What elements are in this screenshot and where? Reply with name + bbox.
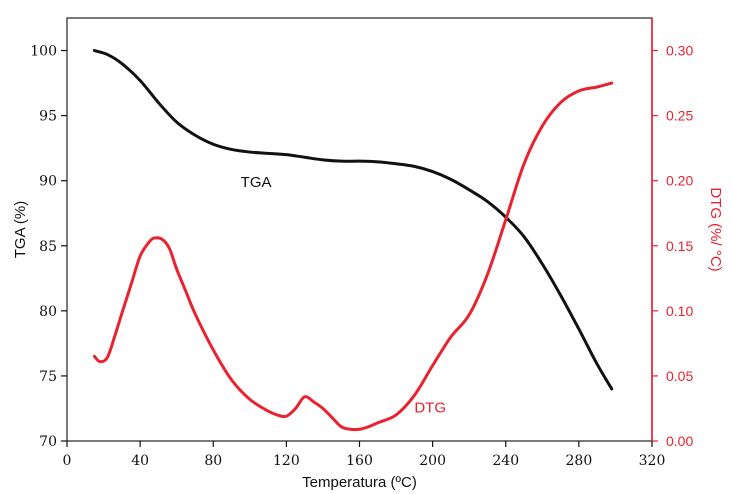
dtg-series-line	[92, 81, 614, 432]
x-axis-title: Temperatura (ºC)	[302, 474, 417, 491]
dtg-series-label: DTG	[414, 399, 446, 416]
left-tick-label: 80	[39, 304, 57, 320]
y-right-axis-title: DTG (%/ °C)	[707, 187, 724, 271]
bottom-tick-label: 160	[346, 453, 373, 469]
right-axis-ticks: 0.00 0.05 0.10 0.15 0.20 0.25 0.30	[652, 43, 693, 449]
y-left-axis-title: TGA (%)	[12, 201, 29, 259]
left-tick-label: 90	[39, 174, 57, 190]
bottom-tick-label: 40	[131, 453, 149, 469]
bottom-tick-label: 0	[63, 453, 72, 469]
series-labels: TGA DTG	[241, 174, 446, 416]
left-axis-ticks: 70 75 80 85 90 95 100	[30, 44, 67, 450]
bottom-axis-ticks: 0 40 80 120 160 200 240 280 320	[63, 441, 666, 469]
right-tick-label: 0.15	[666, 238, 693, 254]
left-tick-label: 100	[30, 44, 57, 60]
tga-series-label: TGA	[241, 174, 272, 191]
plot-frame	[66, 17, 653, 442]
bottom-tick-label: 320	[639, 453, 666, 469]
tga-series-line	[92, 49, 614, 391]
right-tick-label: 0.00	[666, 433, 693, 449]
right-tick-label: 0.20	[666, 173, 693, 189]
right-tick-label: 0.30	[666, 43, 693, 59]
right-tick-label: 0.05	[666, 368, 693, 384]
right-tick-label: 0.25	[666, 108, 693, 124]
bottom-tick-label: 240	[492, 453, 519, 469]
left-tick-label: 85	[39, 239, 57, 255]
bottom-tick-label: 120	[273, 453, 300, 469]
series-lines	[92, 49, 614, 432]
bottom-tick-label: 200	[419, 453, 446, 469]
left-tick-label: 95	[39, 109, 57, 125]
left-tick-label: 75	[39, 369, 57, 385]
bottom-tick-label: 80	[204, 453, 222, 469]
right-tick-label: 0.10	[666, 303, 693, 319]
left-tick-label: 70	[39, 434, 57, 450]
bottom-tick-label: 280	[566, 453, 593, 469]
